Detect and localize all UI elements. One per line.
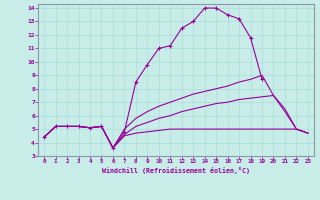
X-axis label: Windchill (Refroidissement éolien,°C): Windchill (Refroidissement éolien,°C) — [102, 167, 250, 174]
